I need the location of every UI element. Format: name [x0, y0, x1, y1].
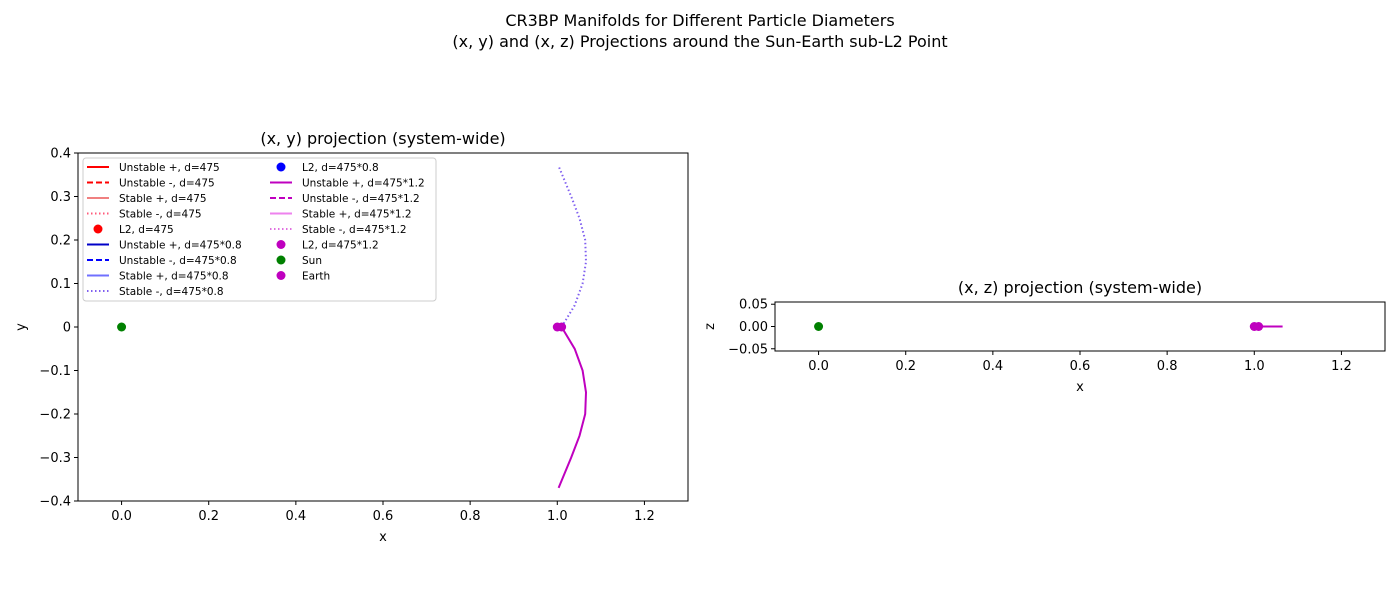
- legend-marker: [276, 271, 286, 280]
- y-tick-label: −0.4: [39, 495, 71, 510]
- x-tick-label: 0.2: [895, 359, 916, 374]
- y-axis-label: y: [14, 323, 29, 331]
- y-tick-label: −0.3: [39, 451, 71, 466]
- y-tick-label: −0.05: [728, 342, 768, 357]
- x-axis-label: x: [1076, 380, 1084, 395]
- y-axis-label: z: [703, 323, 718, 330]
- figure-title-line1: CR3BP Manifolds for Different Particle D…: [505, 11, 895, 30]
- legend-label: Stable +, d=475: [119, 193, 207, 205]
- y-tick-label: 0.05: [739, 298, 768, 313]
- xy-projection-plot: 0.0 0.2 0.4 0.6 0.8 1.0 1.2 0.4 0.3 0.2 0.1 0 −0.1 −0…: [14, 129, 689, 545]
- axes-title: (x, y) projection (system-wide): [260, 129, 505, 148]
- y-tick-label: 0.00: [739, 320, 768, 335]
- legend-label: L2, d=475*0.8: [302, 162, 379, 174]
- x-tick-label: 0.8: [1157, 359, 1178, 374]
- figure-title-line2: (x, y) and (x, z) Projections around the…: [452, 32, 948, 51]
- legend-label: Stable +, d=475*0.8: [119, 271, 229, 283]
- y-tick-label: 0.3: [50, 190, 71, 205]
- legend-marker: [93, 224, 103, 234]
- x-tick-label: 0.0: [111, 509, 132, 524]
- legend-label: L2, d=475: [119, 224, 174, 236]
- legend-label: Unstable -, d=475: [119, 178, 215, 190]
- axes-title: (x, z) projection (system-wide): [958, 278, 1202, 297]
- x-tick-label: 0.6: [373, 509, 394, 524]
- marker-l2: [557, 322, 567, 332]
- legend: Unstable +, d=475 Unstable -, d=475 Stable…: [82, 157, 437, 302]
- x-tick-label: 0.4: [286, 509, 307, 524]
- x-tick-label: 0.2: [198, 509, 219, 524]
- marker-l2: [1254, 322, 1264, 331]
- xz-projection-plot: 0.0 0.2 0.4 0.6 0.8 1.0 1.2 0.05 0.00 −0.05 (x, z)…: [703, 278, 1386, 395]
- marker-sun: [814, 322, 824, 331]
- x-axis-label: x: [379, 530, 387, 545]
- legend-label: Stable -, d=475*1.2: [302, 224, 407, 236]
- manifold-curve-0: [557, 165, 588, 328]
- x-tick-label: 1.0: [547, 509, 568, 524]
- x-tick-label: 1.2: [1331, 359, 1352, 374]
- plot-frame: [774, 301, 1386, 352]
- legend-box: [82, 157, 437, 302]
- y-tick-label: 0: [63, 321, 71, 336]
- marker-sun: [117, 322, 127, 332]
- x-tick-label: 1.0: [1244, 359, 1265, 374]
- legend-label: Unstable -, d=475*1.2: [302, 193, 420, 205]
- legend-marker: [276, 255, 286, 265]
- legend-label: Stable -, d=475: [119, 209, 202, 221]
- y-tick-label: −0.2: [39, 408, 71, 423]
- legend-marker: [276, 240, 286, 249]
- legend-label: Stable -, d=475*0.8: [119, 286, 224, 298]
- y-tick-label: 0.2: [50, 234, 71, 249]
- y-tick-label: 0.4: [50, 147, 71, 162]
- legend-marker: [276, 162, 286, 172]
- legend-label: Sun: [302, 255, 322, 267]
- legend-label: Earth: [302, 271, 330, 283]
- x-tick-label: 0.4: [983, 359, 1004, 374]
- x-tick-label: 1.2: [634, 509, 655, 524]
- legend-label: Unstable +, d=475*1.2: [302, 178, 425, 190]
- x-tick-label: 0.8: [460, 509, 481, 524]
- y-tick-label: −0.1: [39, 364, 71, 379]
- x-tick-label: 0.6: [1070, 359, 1091, 374]
- legend-label: Unstable -, d=475*0.8: [119, 255, 237, 267]
- legend-label: Stable +, d=475*1.2: [302, 209, 412, 221]
- y-tick-label: 0.1: [50, 277, 71, 292]
- x-tick-label: 0.0: [808, 359, 829, 374]
- manifold-curve-1: [557, 326, 588, 489]
- legend-label: L2, d=475*1.2: [302, 240, 379, 252]
- legend-label: Unstable +, d=475*0.8: [119, 240, 242, 252]
- legend-label: Unstable +, d=475: [119, 162, 220, 174]
